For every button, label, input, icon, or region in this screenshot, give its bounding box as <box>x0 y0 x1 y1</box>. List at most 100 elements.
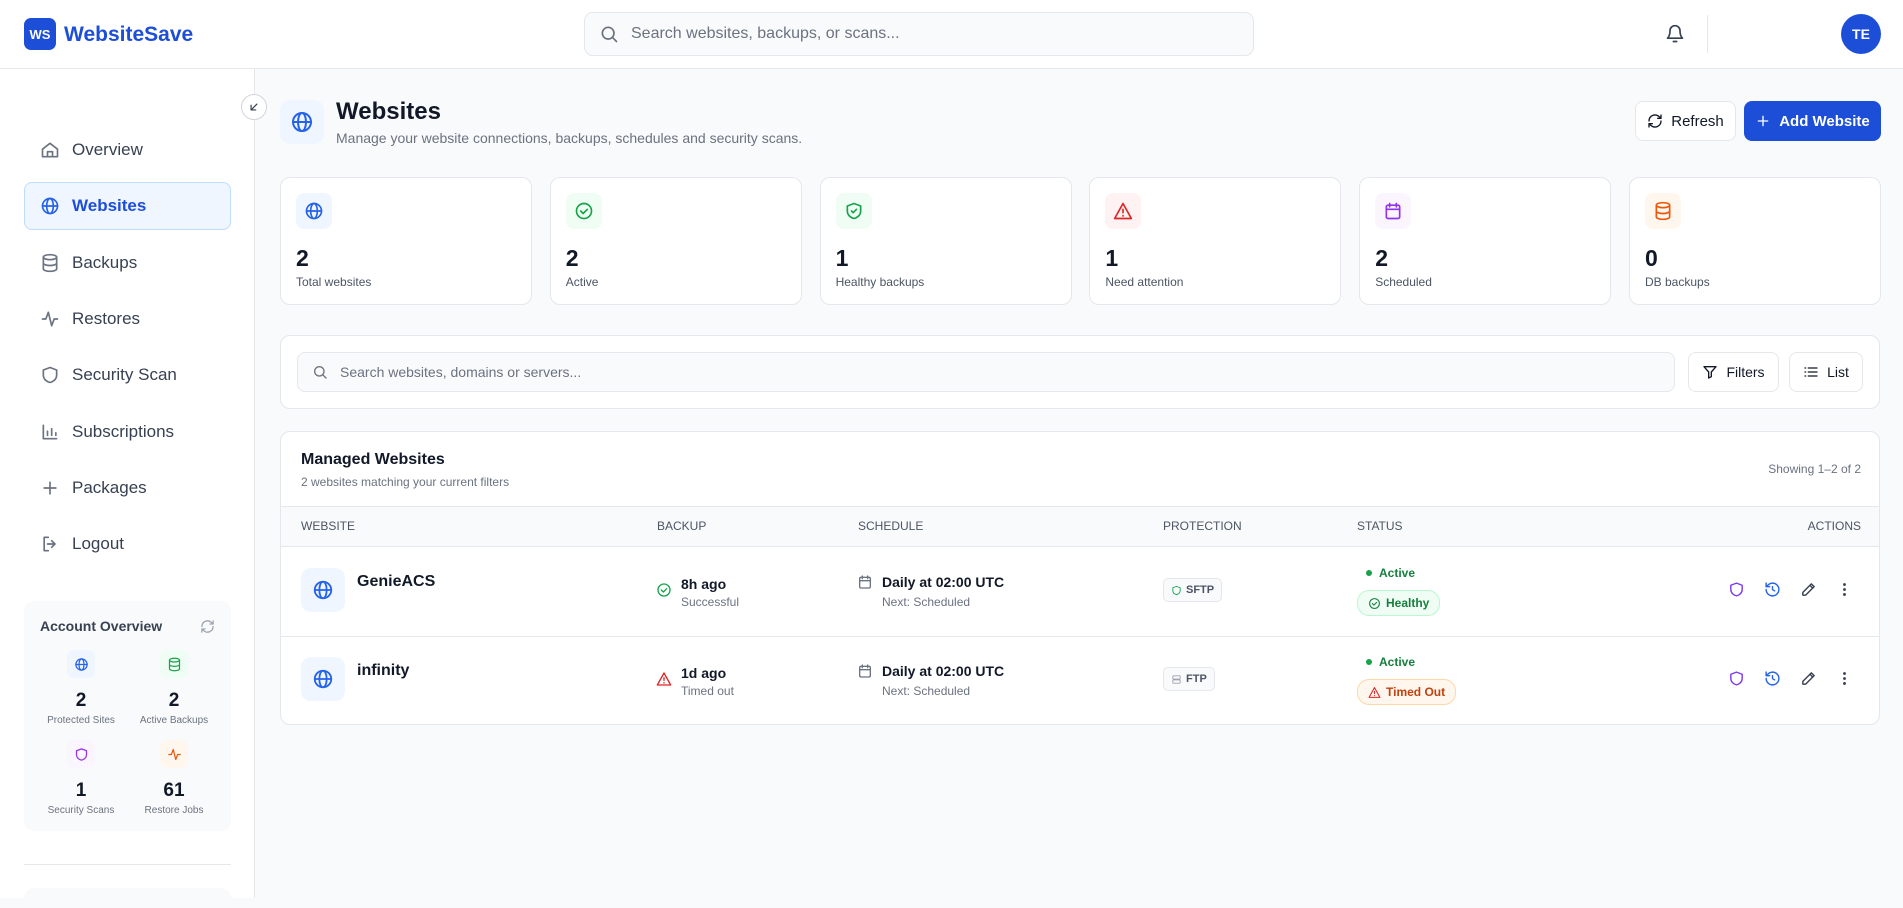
row-action[interactable] <box>1764 581 1781 603</box>
nav-item[interactable]: Overview <box>72 140 143 159</box>
column-header: WEBSITE <box>301 519 356 533</box>
icon <box>846 202 862 220</box>
label: Add Website <box>1779 112 1870 130</box>
icon <box>657 583 671 597</box>
row-action[interactable] <box>1836 670 1853 692</box>
protection: FTP <box>1186 673 1207 685</box>
placeholder: Search websites, backups, or scans... <box>631 25 900 42</box>
nav-active <box>24 182 231 231</box>
brand[interactable]: WebsiteSave <box>64 23 194 46</box>
column-header: PROTECTION <box>1163 519 1242 533</box>
refresh-button[interactable]: Refresh <box>1635 101 1736 141</box>
row-action[interactable] <box>1728 581 1745 603</box>
backup-status: Successful <box>681 595 740 609</box>
site-search[interactable]: Search websites, domains or servers... <box>297 352 1675 392</box>
account-title: Account Overview <box>40 618 163 634</box>
table-header <box>281 506 1879 547</box>
row-action[interactable] <box>1728 670 1745 692</box>
table-title: Managed Websites <box>301 451 445 468</box>
icon <box>859 575 871 589</box>
stat-icon <box>1105 193 1142 229</box>
acct-value: 61 <box>163 780 185 801</box>
row-action[interactable] <box>1836 581 1853 603</box>
label: Filters <box>1726 364 1765 380</box>
icon <box>42 424 58 439</box>
icon <box>42 253 58 272</box>
filters-button[interactable]: Filters <box>1688 352 1779 392</box>
collapse-button[interactable] <box>241 94 267 120</box>
icon <box>42 366 58 384</box>
nav-item[interactable]: Websites <box>72 196 147 216</box>
stat-icon <box>296 193 332 229</box>
status-dot <box>1366 570 1372 576</box>
icon <box>167 748 181 760</box>
stat-label: Scheduled <box>1375 275 1432 289</box>
divider <box>24 864 231 865</box>
placeholder: Search websites, domains or servers... <box>340 364 582 380</box>
health: Healthy <box>1386 596 1430 610</box>
row-action[interactable] <box>1800 670 1817 692</box>
acct-label: Active Backups <box>139 715 209 726</box>
avatar[interactable]: TE <box>1841 14 1881 54</box>
stat-icon <box>835 193 872 229</box>
stat-value: 2 <box>565 245 579 271</box>
backup-time: 8h ago <box>681 576 727 592</box>
icon <box>43 536 56 552</box>
health: Timed Out <box>1386 685 1446 699</box>
icon <box>1765 671 1780 686</box>
icon <box>313 669 333 689</box>
stat-card <box>1629 177 1881 305</box>
column-header: STATUS <box>1357 519 1403 533</box>
nav-item[interactable]: Logout <box>72 534 124 554</box>
acct-value: 2 <box>75 690 87 711</box>
bell[interactable] <box>1665 24 1685 44</box>
row-action[interactable] <box>1800 581 1817 603</box>
status: Active <box>1379 655 1416 669</box>
backup-status: Timed out <box>681 684 734 698</box>
nav-item[interactable]: Subscriptions <box>72 421 175 441</box>
table-subtitle: 2 websites matching your current filters <box>301 475 510 489</box>
icon <box>1114 202 1133 220</box>
protection-badge: SFTP <box>1163 578 1223 602</box>
icon <box>1172 674 1181 684</box>
icon <box>1172 585 1181 595</box>
row-divider <box>281 636 1879 637</box>
refresh-icon[interactable] <box>200 619 215 634</box>
page-icon <box>280 100 324 144</box>
list-button[interactable]: List <box>1789 352 1863 392</box>
nav-item[interactable]: Restores <box>72 308 141 328</box>
page-title: Websites <box>336 98 441 125</box>
stat-label: Total websites <box>296 275 372 289</box>
status: Active <box>1379 566 1416 580</box>
icon <box>859 664 871 678</box>
schedule: Daily at 02:00 UTC <box>882 663 1005 679</box>
site-name[interactable]: GenieACS <box>357 573 436 590</box>
stat-label: DB backups <box>1645 275 1710 289</box>
stat-label: Need attention <box>1105 275 1184 289</box>
nav-item[interactable]: Packages <box>72 477 147 497</box>
icon <box>313 580 333 600</box>
icon <box>168 657 180 671</box>
divider <box>1707 15 1708 53</box>
icon <box>41 311 59 327</box>
logo[interactable]: WS <box>24 18 56 50</box>
stat-value: 0 <box>1645 245 1658 271</box>
global-search[interactable]: Search websites, backups, or scans... <box>584 12 1254 56</box>
icon <box>1368 686 1381 698</box>
icon <box>1765 582 1780 597</box>
icon <box>656 672 672 686</box>
acct-label: Security Scans <box>47 805 115 816</box>
acct-icon <box>67 650 95 678</box>
health-badge: Timed Out <box>1357 679 1457 705</box>
nav-item[interactable]: Backups <box>72 252 138 272</box>
add-website-button[interactable]: Add Website <box>1744 101 1881 141</box>
icon <box>575 202 593 220</box>
stat-icon <box>1375 193 1412 229</box>
site-name[interactable]: infinity <box>357 662 410 679</box>
acct-icon <box>160 740 188 768</box>
nav-item[interactable]: Security Scan <box>72 365 177 385</box>
status-dot <box>1366 659 1372 665</box>
acct-label: Protected Sites <box>47 715 115 726</box>
row-action[interactable] <box>1764 670 1781 692</box>
